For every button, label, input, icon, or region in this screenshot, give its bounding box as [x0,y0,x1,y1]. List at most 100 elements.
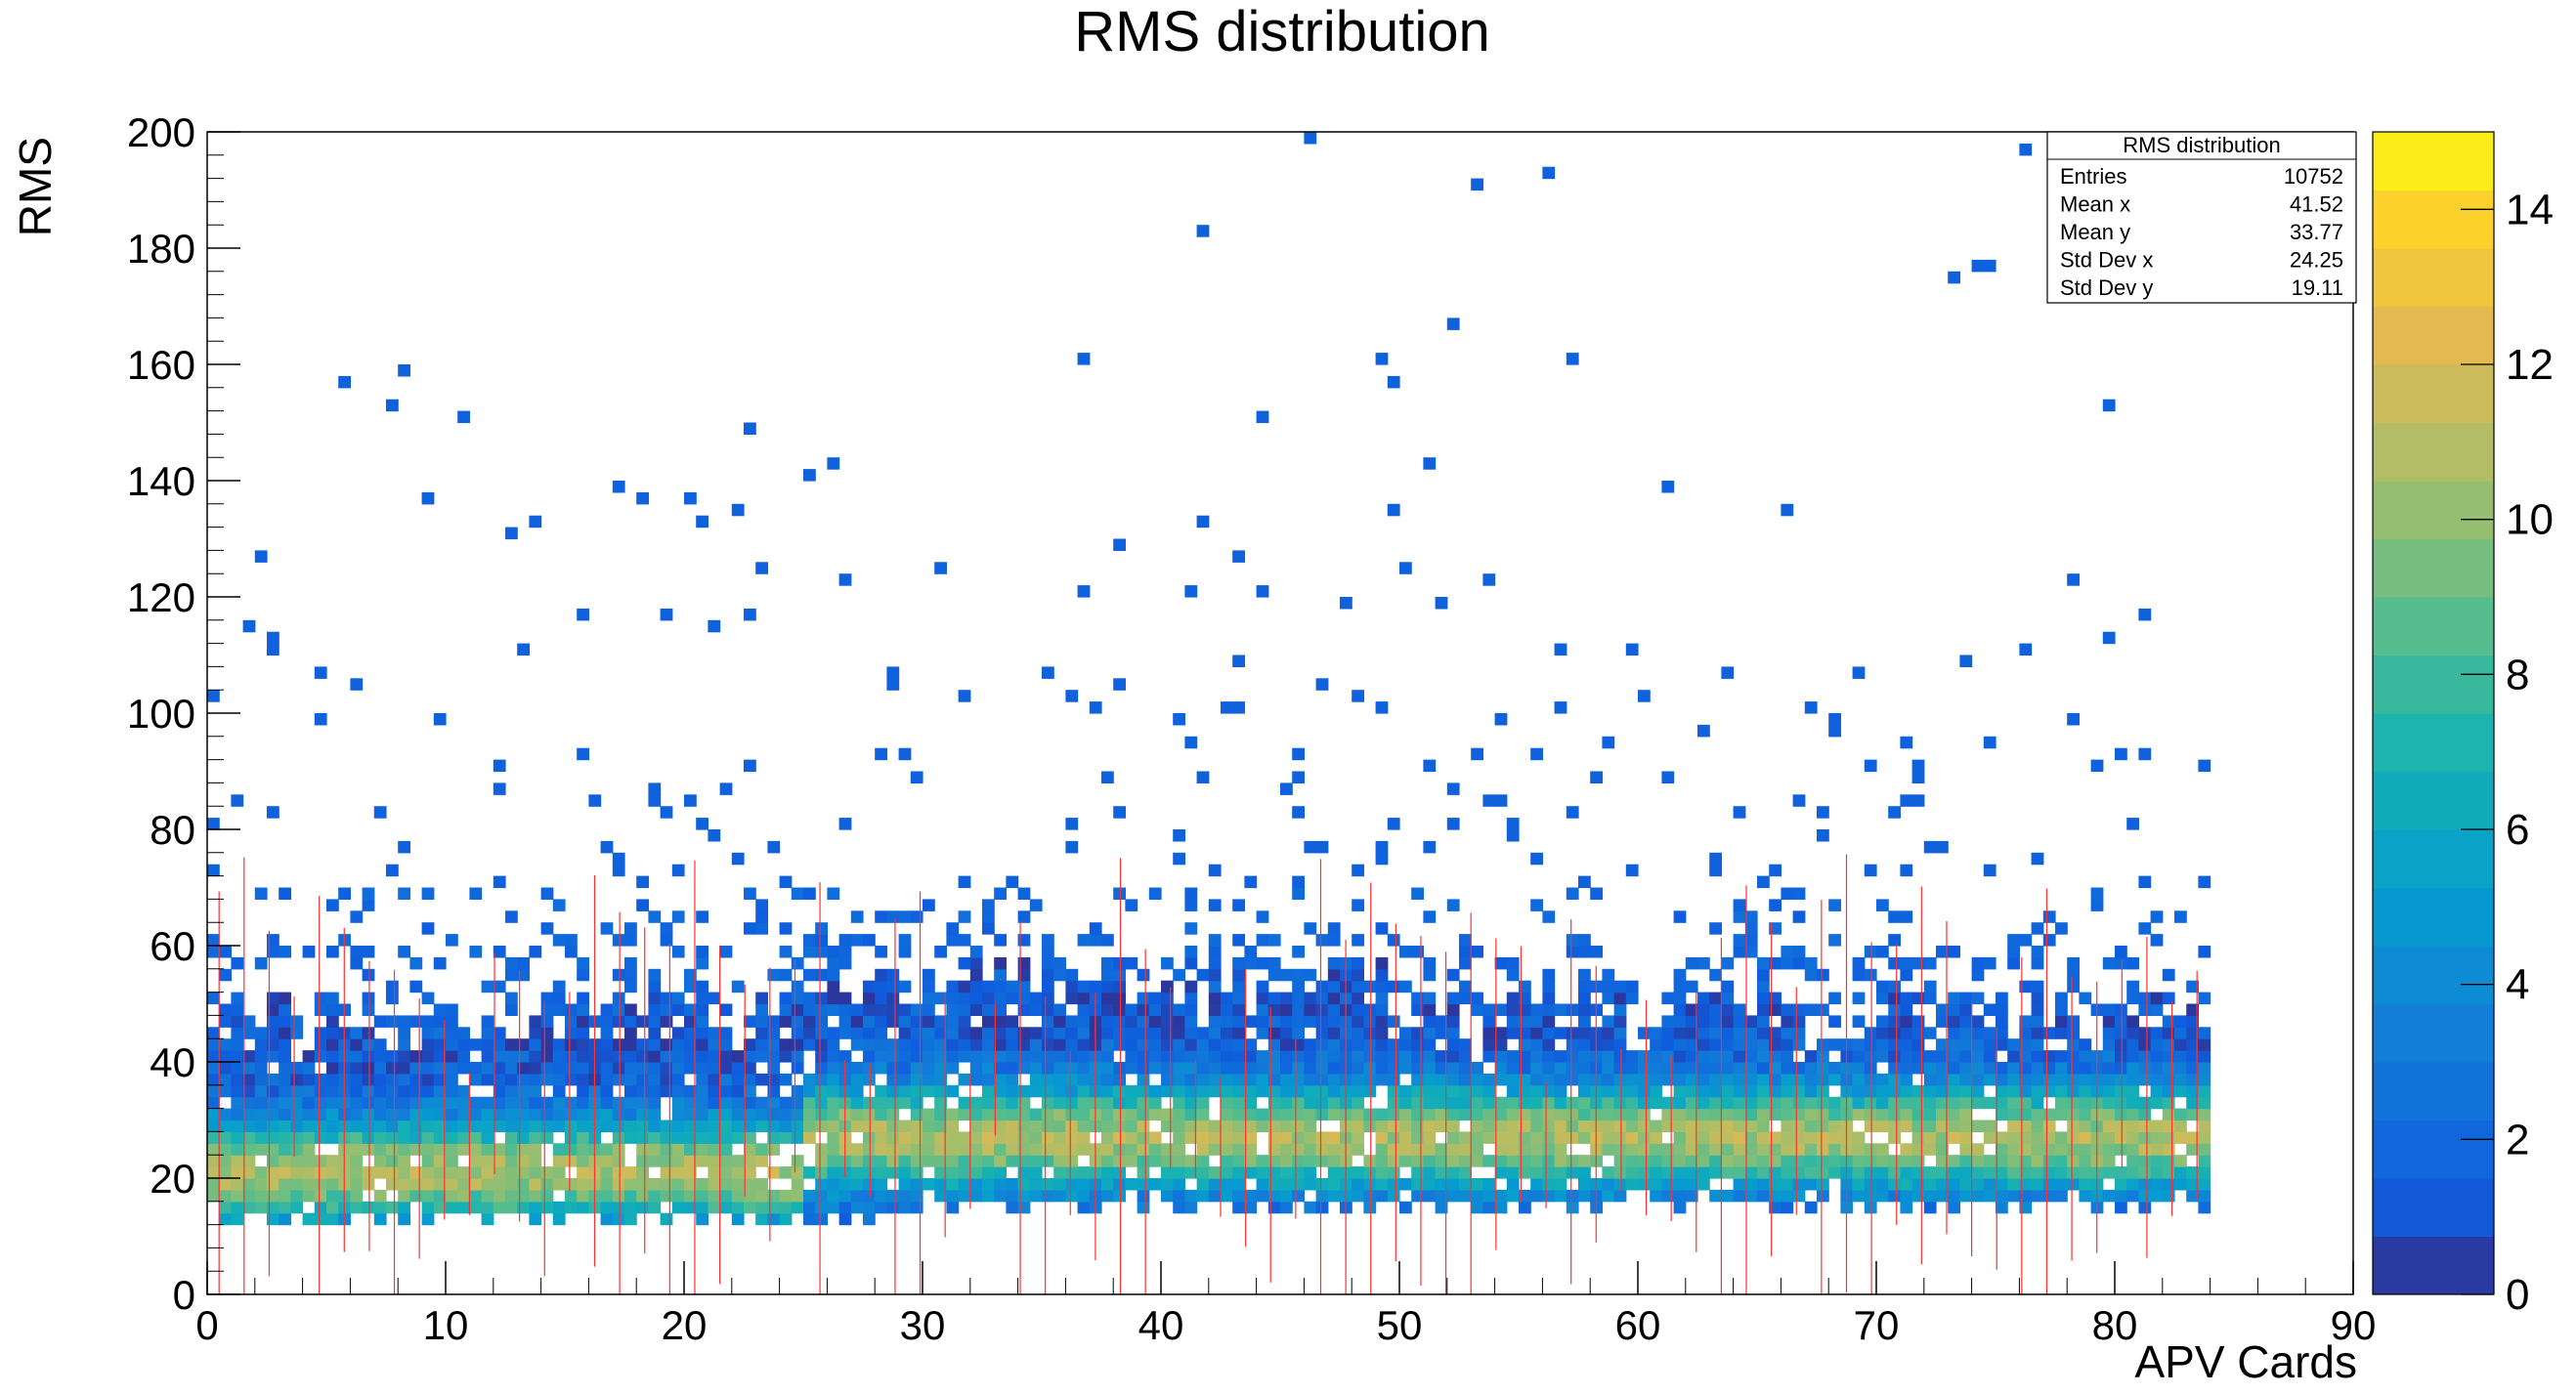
heatmap-cell [2055,992,2068,1005]
heatmap-cell [1661,1073,1675,1086]
heatmap-cell [540,1108,554,1121]
heatmap-cell [875,1038,887,1051]
heatmap-cell [600,1120,614,1132]
heatmap-cell [731,1212,745,1226]
heatmap-cell [1578,1015,1591,1028]
heatmap-cell [1267,1062,1281,1075]
color-bar-segment [2373,364,2494,423]
heatmap-cell [1435,1050,1448,1063]
heatmap-cell [815,946,828,958]
heatmap-cell [1733,1050,1746,1063]
heatmap-cell [2115,1143,2127,1156]
heatmap-cell [2198,1131,2211,1144]
heatmap-cell [850,934,864,947]
heatmap-cell [1650,1038,1662,1051]
heatmap-cell [1613,1166,1627,1179]
heatmap-cell [1315,980,1329,993]
heatmap-cell [1053,1120,1066,1132]
heatmap-cell [1650,1143,1662,1156]
heatmap-cell [767,1166,781,1179]
heatmap-cell [827,1096,840,1110]
heatmap-cell [1482,1131,1496,1144]
heatmap-cell [1494,794,1508,807]
heatmap-cell [290,1108,304,1121]
heatmap-cell [1411,1143,1424,1156]
heatmap-cell [1411,992,1424,1005]
heatmap-cell [1733,1120,1746,1132]
heatmap-cell [2067,573,2080,586]
heatmap-cell [1769,1027,1782,1039]
heatmap-cell [1852,1084,1866,1098]
heatmap-cell [1232,1015,1245,1028]
heatmap-cell [827,1073,840,1086]
heatmap-cell [1077,1084,1091,1098]
heatmap-cell [481,1155,494,1167]
heatmap-cell [1375,852,1389,866]
heatmap-cell [219,968,232,982]
heatmap-cell [2079,1108,2092,1121]
heatmap-cell [1435,1166,1448,1179]
heatmap-cell [934,1073,947,1086]
heatmap-cell [1506,1073,1520,1086]
heatmap-cell [1137,1155,1150,1167]
heatmap-cell [577,968,589,982]
heatmap-cell [2067,1143,2080,1156]
heatmap-cell [2162,1178,2175,1191]
heatmap-cell [850,1084,864,1098]
heatmap-cell [314,1050,327,1063]
heatmap-cell [1721,1131,1735,1144]
heatmap-cell [529,1015,542,1028]
heatmap-cell [242,1178,256,1191]
heatmap-cell [1817,1108,1829,1121]
heatmap-cell [446,934,458,947]
heatmap-cell [1757,1120,1770,1132]
heatmap-cell [1017,1131,1031,1144]
heatmap-cell [529,1143,542,1156]
heatmap-cell [779,1073,793,1086]
heatmap-cell [1638,1108,1651,1121]
heatmap-cell [1494,1201,1508,1214]
heatmap-cell [1280,968,1293,982]
heatmap-cell [994,1143,1007,1156]
heatmap-cell [1744,1131,1758,1144]
heatmap-cell [2007,1155,2020,1167]
heatmap-cell [1554,1073,1567,1086]
heatmap-cell [934,562,947,574]
heatmap-cell [2055,1096,2068,1110]
heatmap-cell [267,1015,279,1028]
heatmap-cell [2150,1178,2164,1191]
heatmap-cell [1340,597,1352,610]
heatmap-cell [1744,1189,1758,1203]
heatmap-cell [386,1096,399,1110]
heatmap-cell [290,1073,304,1086]
heatmap-cell [815,968,828,982]
heatmap-cell [1864,1155,1877,1167]
heatmap-cell [552,1212,566,1226]
heatmap-cell [863,1050,876,1063]
heatmap-cell [1196,1189,1210,1203]
heatmap-cell [254,1050,268,1063]
heatmap-cell [1625,1084,1639,1098]
heatmap-cell [1125,1038,1138,1051]
heatmap-cell [1148,1062,1162,1075]
heatmap-cell [409,956,423,970]
heatmap-cell [1232,1178,1245,1191]
heatmap-cell [1602,1120,1615,1132]
heatmap-cell [2031,1120,2044,1132]
heatmap-cell [362,887,375,900]
color-bar-segment [2373,1120,2494,1179]
heatmap-cell [1423,457,1437,470]
heatmap-cell [1554,1178,1567,1191]
heatmap-cell [577,1201,589,1214]
y-tick-label: 80 [150,807,195,853]
heatmap-cell [946,1108,960,1121]
heatmap-cell [2102,1155,2116,1167]
heatmap-cell [2138,1189,2152,1203]
heatmap-cell [744,1120,756,1132]
heatmap-cell [1769,1062,1782,1075]
heatmap-cell [1828,1096,1841,1110]
heatmap-cell [1148,1050,1162,1063]
heatmap-cell [1530,1096,1543,1110]
heatmap-cell [1757,1084,1770,1098]
heatmap-cell [934,1015,947,1028]
